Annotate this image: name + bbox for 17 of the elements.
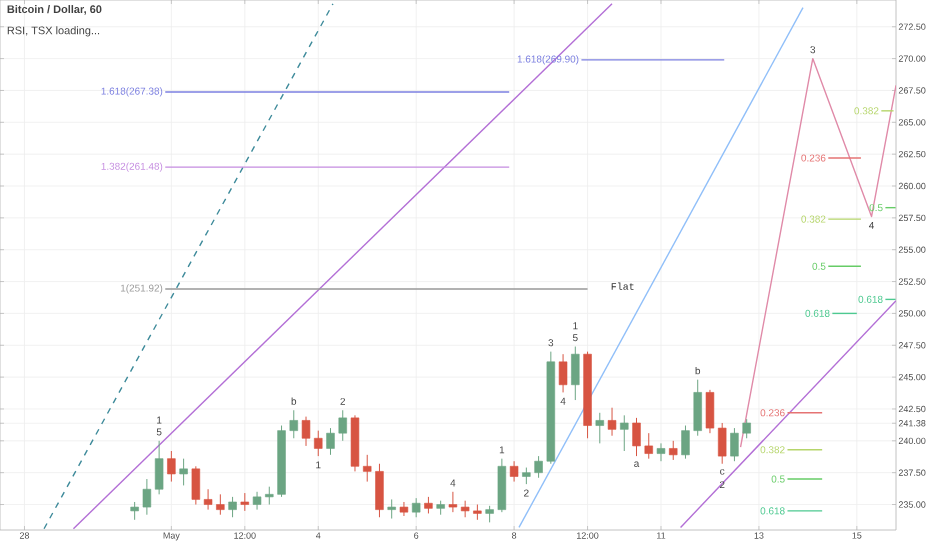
- candlestick: [607, 407, 617, 437]
- candlestick: [179, 458, 188, 486]
- candlestick: [595, 412, 604, 444]
- candlestick: [620, 414, 629, 452]
- candlestick: [558, 353, 568, 393]
- candlestick: [387, 498, 396, 520]
- candlestick: [154, 440, 164, 495]
- candlestick: [448, 491, 458, 513]
- candlestick: [191, 465, 201, 506]
- candlestick: [411, 497, 421, 518]
- candlestick: [399, 501, 409, 517]
- candlestick: [167, 450, 176, 483]
- candlestick: [656, 442, 666, 462]
- candlestick: [509, 460, 519, 483]
- candlestick: [571, 346, 580, 401]
- candlestick: [669, 440, 678, 461]
- candlestick: [228, 496, 237, 518]
